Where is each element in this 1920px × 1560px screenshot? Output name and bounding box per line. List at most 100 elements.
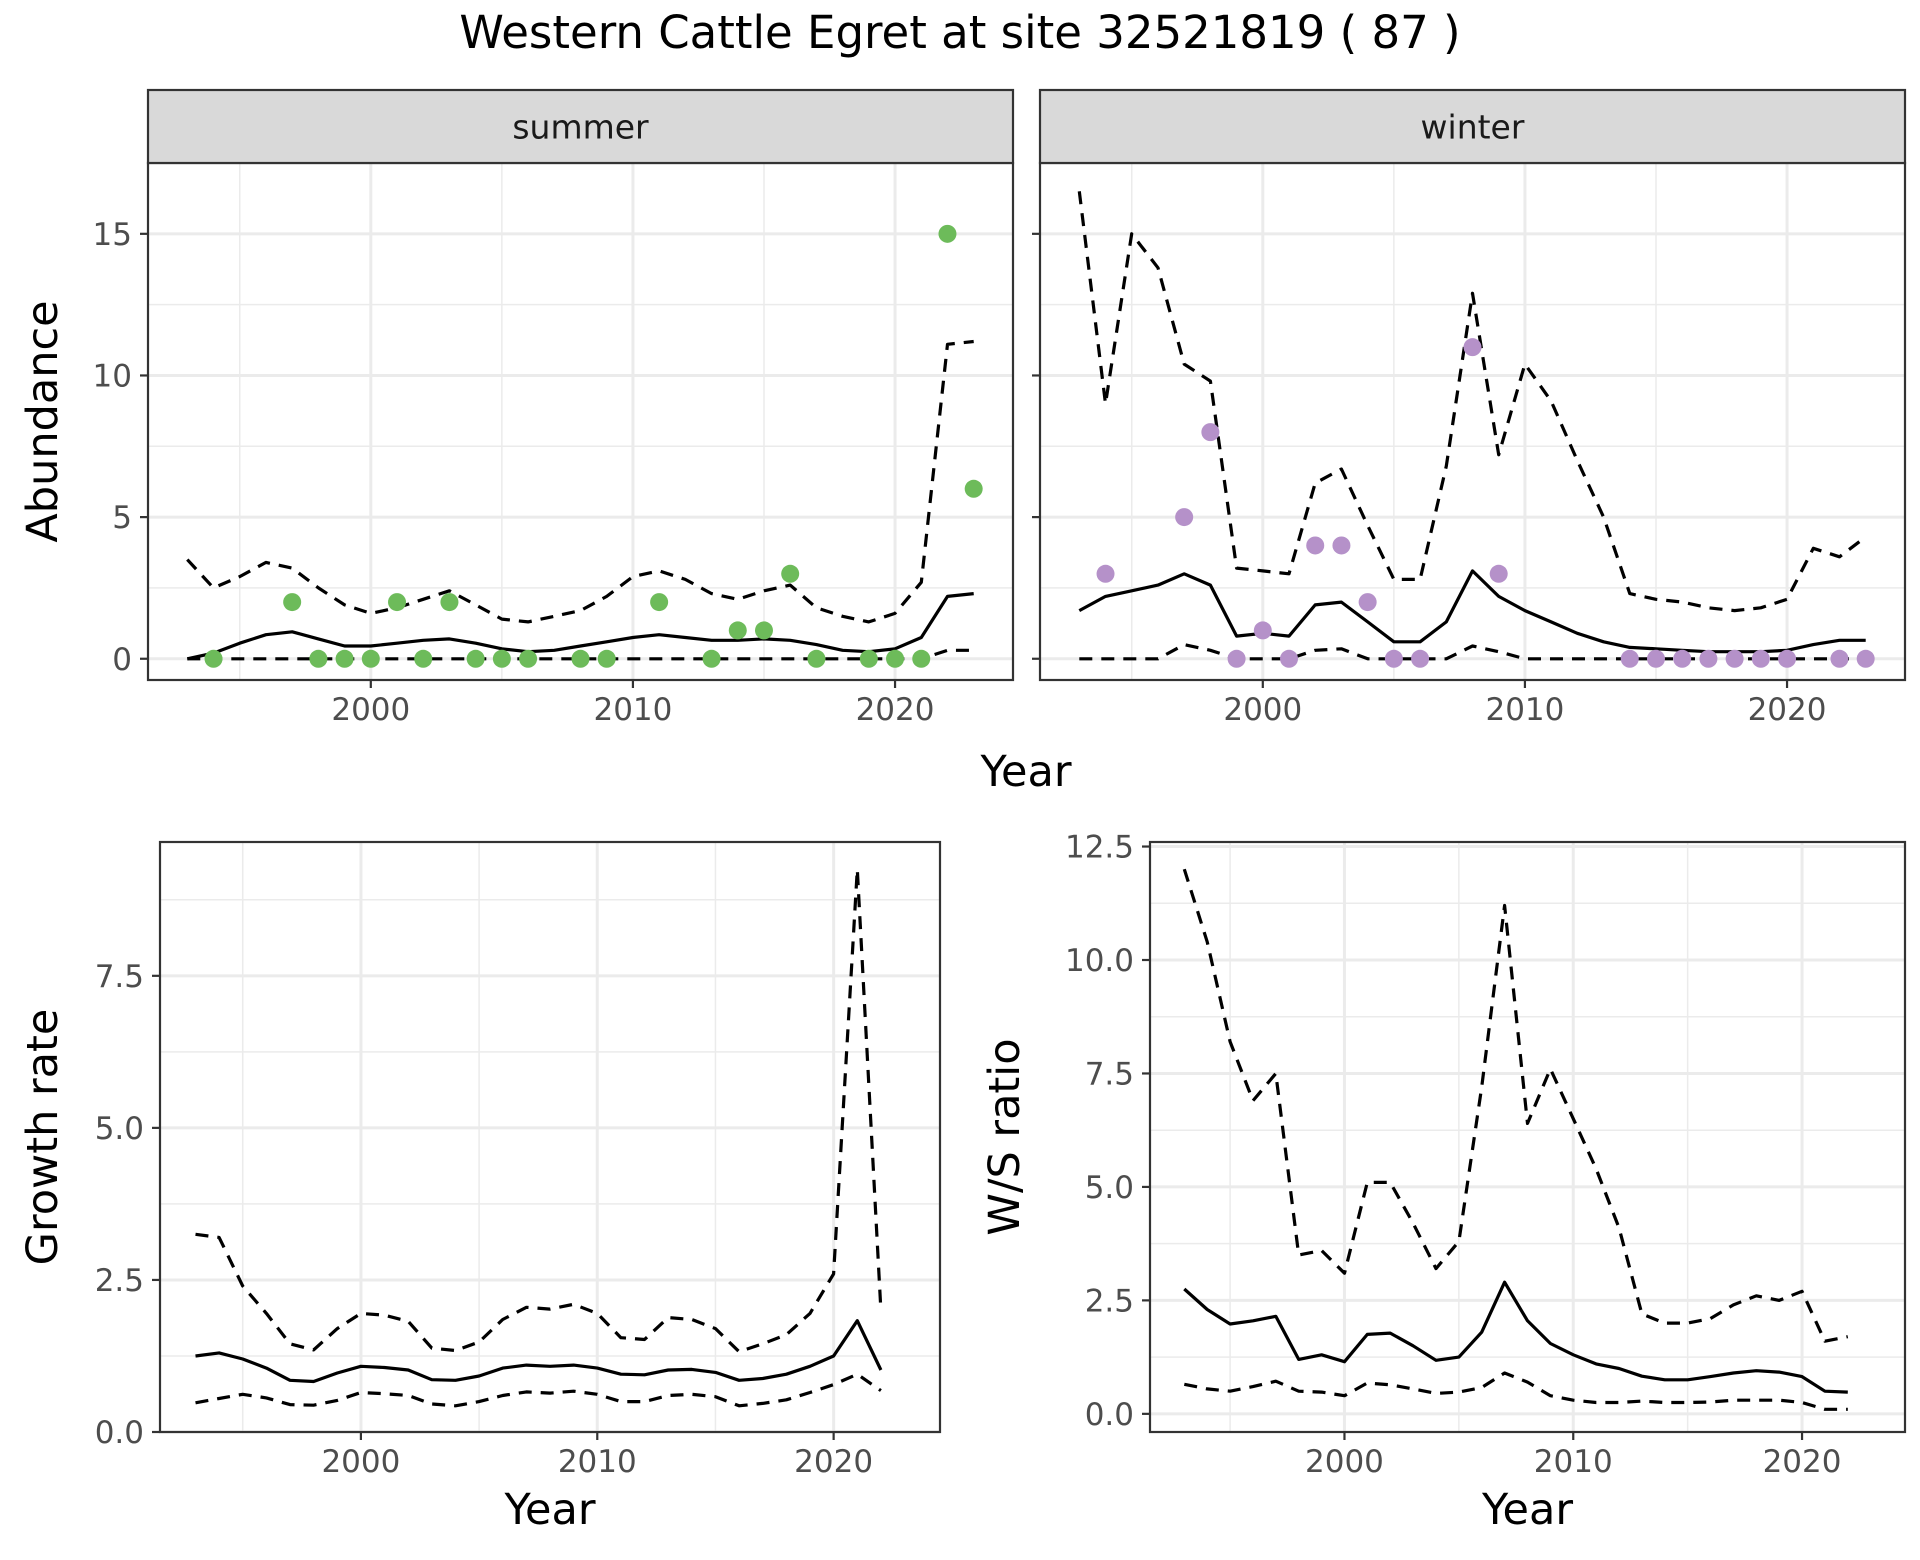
data-point [1778,649,1797,668]
y-tick-label: 15 [93,217,132,253]
x-tick-label: 2000 [331,692,410,728]
data-point [388,593,407,612]
x-tick-label: 2010 [1485,692,1564,728]
strip-background [146,88,1015,165]
x-tick-label: 2010 [558,1444,637,1480]
data-point [309,649,328,668]
series-line-estimate [186,592,974,661]
series-line-estimate [1183,1280,1848,1394]
y-tick-label: 0 [112,642,132,678]
grid [1150,842,1905,1432]
data-point [283,593,302,612]
data-point [1673,649,1692,668]
strip-background [1038,88,1907,165]
data-point [1306,536,1325,555]
data-point [492,649,511,668]
plot-background [1150,842,1905,1432]
y-tick-label: 10 [93,358,132,394]
data-point [754,621,773,640]
panel-border [1148,840,1907,1434]
data-point [650,593,669,612]
panel-ratio: 2000 2010 2020 0.0 2.5 5.0 7.5 10.0 12.5 W/S rati… [980,830,1907,1535]
strip-label: winter [1421,108,1525,147]
panel-winter: winter 2000 2010 2020 [1032,88,1907,728]
grid [160,842,940,1434]
x-axis-title-top: Year [979,747,1071,797]
data-point [728,621,747,640]
data-point [1384,649,1403,668]
series-line-lower [195,1372,882,1408]
x-tick-label: 2000 [1223,692,1302,728]
data-point [1096,564,1115,583]
strip-label: summer [512,108,649,147]
data-point [1699,649,1718,668]
x-tick-label: 2010 [593,692,672,728]
grid [1040,163,1905,680]
y-tick-label: 7.5 [95,959,144,995]
x-axis-title: Year [503,1485,595,1535]
plot-background [148,163,1013,680]
data-point [335,649,354,668]
data-point [1201,423,1220,442]
y-tick-label: 7.5 [1085,1056,1134,1092]
data-point [1463,338,1482,357]
y-tick-label: 2.5 [1085,1283,1134,1319]
data-point [597,649,616,668]
data-point [859,649,878,668]
data-point [807,649,826,668]
y-tick-label: 0.0 [1085,1397,1134,1433]
y-tick-label: 2.5 [95,1263,144,1299]
x-tick-label: 2020 [1748,692,1827,728]
x-tick-label: 2010 [1534,1444,1613,1480]
data-point [938,224,957,243]
data-point [886,649,905,668]
series-line-upper [1077,191,1867,613]
y-tick-label: 10.0 [1065,943,1134,979]
data-point [1830,649,1849,668]
data-point [466,649,485,668]
x-tick-label: 2020 [856,692,935,728]
data-point [964,479,983,498]
panel-summer: summer 2000 2010 2020 0 5 10 15 Abundance [18,88,1015,728]
series-line-lower [1183,1371,1848,1411]
data-point [1489,564,1508,583]
data-point [440,593,459,612]
data-point [1280,649,1299,668]
data-point [781,564,800,583]
data-point [702,649,721,668]
x-tick-label: 2020 [794,1444,873,1480]
data-point [1227,649,1246,668]
data-point [1411,649,1430,668]
x-tick-label: 2000 [1305,1444,1384,1480]
data-point [204,649,223,668]
data-point [1332,536,1351,555]
data-point [1725,649,1744,668]
x-axis-title: Year [1481,1485,1573,1535]
data-point [361,649,380,668]
data-point [1253,621,1272,640]
panel-growth: 2000 2010 2020 0.0 2.5 5.0 7.5 Growth rate Year [18,840,942,1535]
panel-border [158,840,942,1434]
y-tick-label: 5 [112,500,132,536]
y-tick-label: 12.5 [1065,830,1134,866]
series-line-upper [195,867,883,1354]
data-point [1751,649,1770,668]
y-tick-label: 5.0 [1085,1170,1134,1206]
data-point [571,649,590,668]
series-line-upper [186,339,974,624]
data-point [414,649,433,668]
series-line-estimate [195,1319,883,1384]
data-point [1620,649,1639,668]
y-axis-title: Growth rate [18,1009,68,1266]
plot-background [1040,163,1905,680]
data-point [1646,649,1665,668]
plot-background [160,842,940,1432]
data-point [519,649,538,668]
y-axis-title: Abundance [18,300,68,542]
y-tick-label: 0.0 [95,1415,144,1451]
x-tick-label: 2020 [1763,1444,1842,1480]
data-points [1096,338,1875,668]
series-line-upper [1182,868,1849,1343]
data-point [1856,649,1875,668]
